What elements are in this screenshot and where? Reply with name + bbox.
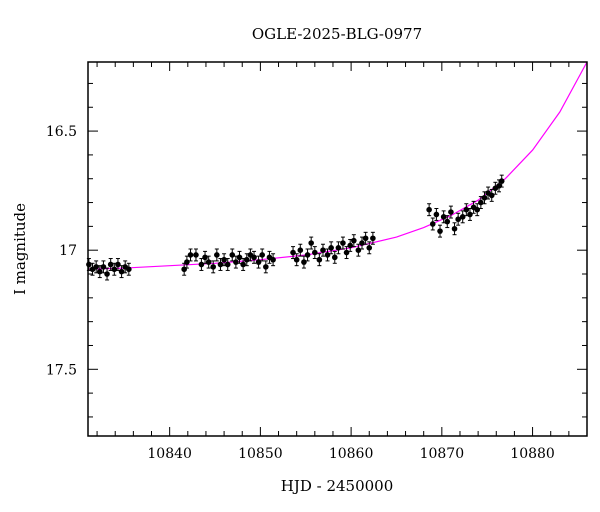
data-point xyxy=(193,252,199,258)
data-point xyxy=(366,245,373,251)
data-point xyxy=(312,249,318,256)
data-point xyxy=(437,228,443,234)
data-point xyxy=(455,216,461,223)
data-point xyxy=(474,206,481,213)
data-point xyxy=(181,266,187,273)
data-point xyxy=(362,235,369,242)
data-point xyxy=(451,225,458,232)
data-point xyxy=(111,266,118,273)
data-point xyxy=(217,261,224,268)
data-point xyxy=(214,252,220,258)
data-point xyxy=(202,254,208,261)
data-point xyxy=(86,261,92,268)
x-tick-label: 10870 xyxy=(420,446,465,462)
data-point xyxy=(104,271,110,277)
data-point xyxy=(440,214,447,220)
data-point xyxy=(355,247,362,253)
data-point xyxy=(459,214,466,220)
y-tick-label: 17 xyxy=(59,243,77,259)
data-point xyxy=(233,259,239,265)
data-point xyxy=(426,206,432,213)
data-point xyxy=(184,259,190,265)
axis-tick-labels: 10840 10850 10860 10870 10880 16.5 17 17.5 xyxy=(46,124,555,462)
data-point xyxy=(316,256,323,263)
data-point xyxy=(96,268,103,275)
axis-ticks xyxy=(88,62,588,436)
chart-title: OGLE-2025-BLG-0977 xyxy=(252,25,422,43)
data-point xyxy=(488,192,495,199)
data-point xyxy=(187,252,194,258)
data-point xyxy=(498,178,505,184)
x-tick-label: 10840 xyxy=(147,446,192,462)
data-point xyxy=(107,261,114,268)
y-axis-label: I magnitude xyxy=(11,203,29,295)
plot-frame xyxy=(87,61,588,437)
model-curve-layer xyxy=(87,61,588,270)
y-tick-label: 17.5 xyxy=(46,362,77,378)
data-point xyxy=(433,211,440,218)
data-point xyxy=(370,235,376,242)
data-point xyxy=(118,268,125,275)
data-point xyxy=(331,254,338,261)
x-tick-label: 10850 xyxy=(238,446,283,462)
data-point xyxy=(429,221,436,227)
data-point xyxy=(481,194,488,201)
data-point xyxy=(290,249,296,256)
data-point xyxy=(126,266,132,273)
data-point xyxy=(297,247,304,253)
data-point xyxy=(224,261,231,268)
y-tick-label: 16.5 xyxy=(46,124,77,140)
data-point xyxy=(243,256,250,263)
data-point xyxy=(343,249,350,256)
data-point xyxy=(448,209,454,215)
data-point xyxy=(467,211,473,218)
x-tick-label: 10880 xyxy=(510,446,555,462)
data-point xyxy=(320,247,326,253)
x-axis-label: HJD - 2450000 xyxy=(281,477,394,495)
data-point xyxy=(115,261,121,268)
data-point xyxy=(335,245,342,251)
data-point xyxy=(198,261,205,268)
data-point xyxy=(229,252,236,258)
x-tick-label: 10860 xyxy=(329,446,374,462)
data-point xyxy=(236,254,243,261)
data-point xyxy=(210,264,217,270)
data-point xyxy=(251,254,257,261)
data-point xyxy=(100,264,107,270)
data-point xyxy=(304,252,311,258)
data-point xyxy=(240,261,246,268)
data-point xyxy=(293,256,300,263)
data-point xyxy=(93,264,99,270)
data-point xyxy=(308,240,314,246)
data-point xyxy=(328,245,334,251)
data-point xyxy=(270,256,276,263)
data-point xyxy=(263,264,269,270)
data-point xyxy=(463,206,470,213)
data-point xyxy=(221,256,227,263)
data-point xyxy=(351,237,357,244)
data-point xyxy=(444,218,451,225)
data-point xyxy=(478,199,484,206)
data-point xyxy=(205,259,212,265)
data-point xyxy=(340,240,346,246)
data-points-layer xyxy=(86,174,505,281)
data-point xyxy=(359,240,365,246)
model-curve xyxy=(87,61,588,270)
data-point xyxy=(324,252,331,258)
data-point xyxy=(259,252,265,258)
data-point xyxy=(255,259,262,265)
data-point xyxy=(347,242,354,249)
data-point xyxy=(496,183,502,189)
data-point xyxy=(301,259,307,265)
